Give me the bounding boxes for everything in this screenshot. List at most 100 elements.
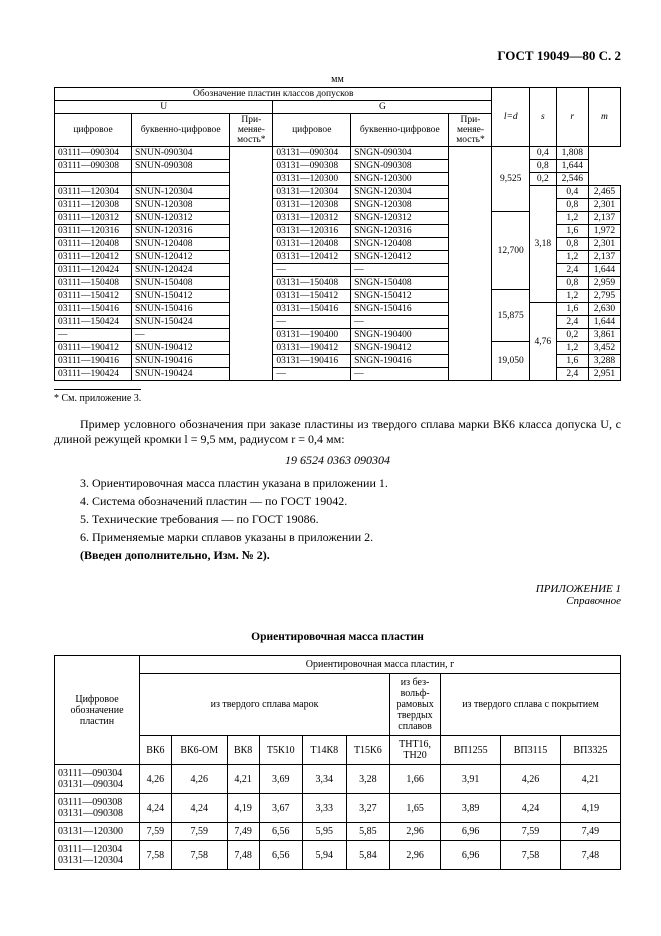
- table-cell: 4,19: [560, 794, 620, 823]
- col-u-digital: цифровое: [55, 114, 132, 147]
- t2-col: ВК8: [227, 736, 259, 765]
- table-cell: 4,24: [501, 794, 561, 823]
- note-line: 6. Применяемые марки сплавов указаны в п…: [54, 530, 621, 545]
- table-row: 03111—090308SNUN-09030803131—090308SNGN-…: [55, 160, 621, 173]
- table-cell: —: [351, 368, 449, 381]
- table-cell: 2,795: [588, 290, 620, 303]
- table-cell: SNUN-190412: [132, 342, 230, 355]
- table-cell: 2,301: [588, 238, 620, 251]
- table-cell: 03111—090304: [55, 147, 132, 160]
- table-cell: —: [273, 368, 351, 381]
- t2-col: Т5К10: [259, 736, 303, 765]
- table-cell: 2,630: [588, 303, 620, 316]
- table-cell: 5,94: [303, 841, 347, 870]
- appendix-title: ПРИЛОЖЕНИЕ 1: [536, 583, 621, 595]
- table-cell: 03131—120308: [273, 199, 351, 212]
- table-cell: 03111—190412: [55, 342, 132, 355]
- row-label: 03111—09030403131—090304: [55, 765, 140, 794]
- table-cell: 3,288: [588, 355, 620, 368]
- table-row: 03131—120300SNGN-1203000,22,546: [55, 173, 621, 186]
- table-cell: 7,58: [140, 841, 172, 870]
- table-cell: 3,27: [346, 794, 390, 823]
- table-cell: 1,808: [556, 147, 588, 160]
- table-cell: 03131—120316: [273, 225, 351, 238]
- table-cell: SNUN-150416: [132, 303, 230, 316]
- table-cell: 3,861: [588, 329, 620, 342]
- table-cell: 1,2: [556, 212, 588, 225]
- table-cell: 7,58: [171, 841, 227, 870]
- table-cell: SNUN-150424: [132, 316, 230, 329]
- table-cell: 1,6: [556, 303, 588, 316]
- note-line: 3. Ориентировочная масса пластин указана…: [54, 476, 621, 491]
- table-cell: SNGN-150416: [351, 303, 449, 316]
- table-cell: 3,33: [303, 794, 347, 823]
- table-cell: 03111—090308: [55, 160, 132, 173]
- table-cell: SNUN-150412: [132, 290, 230, 303]
- table-cell: 2,96: [390, 841, 441, 870]
- t2-col: ВК6-ОМ: [171, 736, 227, 765]
- table-cell: 03111—120424: [55, 264, 132, 277]
- t2-col: ВП3115: [501, 736, 561, 765]
- table-cell: 03131—150408: [273, 277, 351, 290]
- table-cell: —: [55, 329, 132, 342]
- col-r: r: [556, 88, 588, 147]
- table-cell: 03131—120412: [273, 251, 351, 264]
- table-cell: 4,26: [171, 765, 227, 794]
- table-cell: SNGN-150412: [351, 290, 449, 303]
- table-cell: 03131—090304: [273, 147, 351, 160]
- table-cell: 2,546: [556, 173, 588, 186]
- table-cell: 03111—120312: [55, 212, 132, 225]
- table-cell: 03111—120412: [55, 251, 132, 264]
- table-cell: SNGN-190416: [351, 355, 449, 368]
- table-cell: 2,959: [588, 277, 620, 290]
- table-cell: 0,8: [556, 238, 588, 251]
- table-cell: —: [351, 316, 449, 329]
- table-cell: 1,2: [556, 342, 588, 355]
- table-cell: 2,4: [556, 368, 588, 381]
- t2-wf: из без-вольф-рамовых твердых сплавов: [390, 674, 441, 736]
- col-u: U: [55, 101, 273, 114]
- page-header: ГОСТ 19049—80 С. 2: [54, 48, 621, 64]
- appendix-head: ПРИЛОЖЕНИЕ 1 Справочное: [54, 583, 621, 607]
- row-label: 03111—12030403131—120304: [55, 841, 140, 870]
- table-cell: SNUN-090308: [132, 160, 230, 173]
- unit-label: мм: [54, 74, 621, 85]
- table-cell: 03111—150412: [55, 290, 132, 303]
- table-cell: 1,2: [556, 251, 588, 264]
- table-cell: 5,95: [303, 823, 347, 841]
- table-cell: SNGN-120316: [351, 225, 449, 238]
- col-ld: l=d: [492, 88, 529, 147]
- table-cell: 3,67: [259, 794, 303, 823]
- table-cell: 03131—190400: [273, 329, 351, 342]
- table-cell: 03131—120300: [273, 173, 351, 186]
- table-cell: 7,58: [501, 841, 561, 870]
- table-cell: [132, 173, 230, 186]
- table-cell: 03111—150408: [55, 277, 132, 290]
- table-cell: 03131—120304: [273, 186, 351, 199]
- table-cell: 4,26: [501, 765, 561, 794]
- table-cell: —: [273, 264, 351, 277]
- table-cell: 03131—090308: [273, 160, 351, 173]
- note-line: 4. Система обозначений пластин — по ГОСТ…: [54, 494, 621, 509]
- table-cell: 12,700: [492, 212, 529, 290]
- table-cell: 0,2: [529, 173, 556, 186]
- table-cell: 03131—190412: [273, 342, 351, 355]
- table-cell: 0,4: [529, 147, 556, 160]
- table-cell: SNGN-120304: [351, 186, 449, 199]
- table-cell: 7,59: [501, 823, 561, 841]
- example-paragraph: Пример условного обозначения при заказе …: [54, 417, 621, 447]
- table-cell: 2,4: [556, 316, 588, 329]
- t1-group-head: Обозначение пластин классов допусков: [55, 88, 492, 101]
- table-cell: 3,34: [303, 765, 347, 794]
- t2-hard: из твердого сплава марок: [140, 674, 390, 736]
- table-cell: 1,6: [556, 225, 588, 238]
- appendix-sub: Справочное: [566, 595, 621, 607]
- table-cell: SNUN-120424: [132, 264, 230, 277]
- row-label: 03131—120300: [55, 823, 140, 841]
- table-cell: 3,28: [346, 765, 390, 794]
- table-cell: 2,137: [588, 251, 620, 264]
- table-cell: 9,525: [492, 147, 529, 212]
- table-cell: 03111—120304: [55, 186, 132, 199]
- mass-table: Цифровое обозначение пластин Ориентирово…: [54, 655, 621, 870]
- table-cell: 7,59: [171, 823, 227, 841]
